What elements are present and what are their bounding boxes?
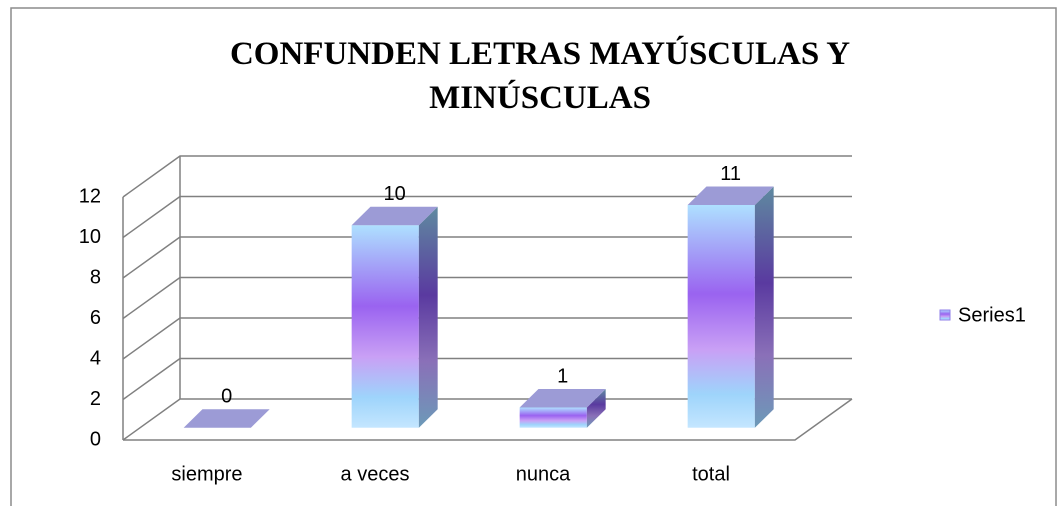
grid-line — [122, 276, 852, 320]
bar-front — [519, 407, 587, 428]
bar-top — [183, 409, 270, 428]
grid-line — [122, 357, 852, 401]
data-label: 1 — [557, 365, 568, 387]
bar-top — [687, 186, 774, 205]
bar-side — [754, 186, 774, 428]
x-tick-label: siempre — [171, 463, 242, 485]
chart-title: CONFUNDEN LETRAS MAYÚSCULAS Y MINÚSCULAS — [229, 36, 851, 116]
x-tick-label: a veces — [341, 463, 410, 485]
bar-front — [351, 225, 419, 428]
y-tick-label: 6 — [90, 307, 101, 329]
bar-top — [519, 389, 606, 408]
data-label: 0 — [221, 386, 232, 408]
bar-side — [418, 206, 438, 428]
y-tick-label: 4 — [90, 347, 101, 369]
y-tick-label: 0 — [90, 428, 101, 450]
x-tick-label: total — [692, 463, 730, 485]
grid-line — [122, 398, 852, 441]
legend-label: Series1 — [958, 304, 1026, 326]
frame — [10, 7, 1057, 511]
floor — [123, 398, 853, 441]
legend-swatch — [939, 309, 951, 321]
grid-line — [122, 236, 852, 279]
bar-side — [586, 389, 606, 428]
grid-line — [122, 317, 852, 360]
data-label: 11 — [720, 163, 741, 185]
y-tick-label: 2 — [90, 388, 101, 410]
x-tick-label: nunca — [516, 463, 571, 485]
y-tick-label: 10 — [79, 226, 101, 248]
grid-line — [122, 195, 852, 239]
grid-line — [122, 155, 852, 198]
y-tick-label: 8 — [90, 266, 101, 288]
data-label: 10 — [384, 183, 406, 205]
y-tick-label: 12 — [79, 185, 101, 207]
bar-top — [351, 206, 438, 226]
bar-front — [687, 204, 755, 428]
